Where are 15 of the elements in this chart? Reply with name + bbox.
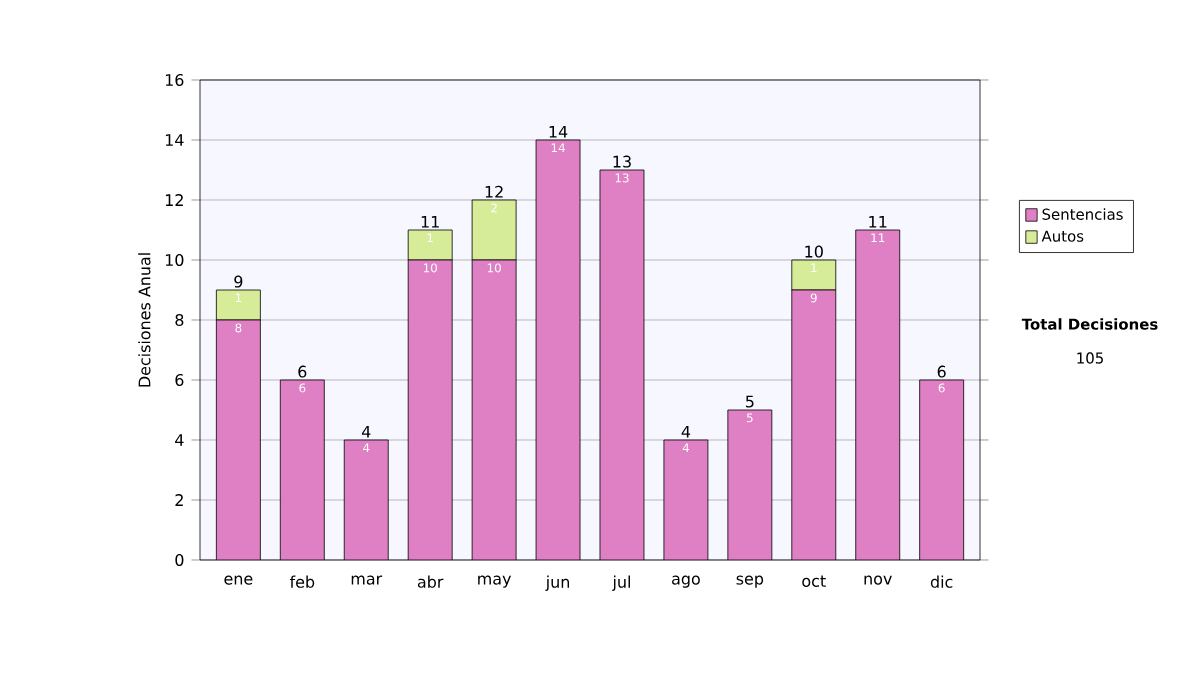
bar — [663, 440, 708, 560]
bar — [471, 199, 517, 261]
bar — [216, 320, 261, 560]
bar — [280, 380, 325, 560]
bar — [407, 229, 453, 261]
bar — [472, 260, 517, 560]
bar — [408, 260, 453, 560]
bar — [599, 169, 644, 560]
bar — [791, 290, 836, 560]
bar — [536, 139, 581, 560]
bar — [855, 229, 900, 560]
bar — [344, 440, 389, 560]
bar — [791, 259, 837, 291]
bar — [727, 410, 772, 560]
bar — [919, 379, 965, 560]
